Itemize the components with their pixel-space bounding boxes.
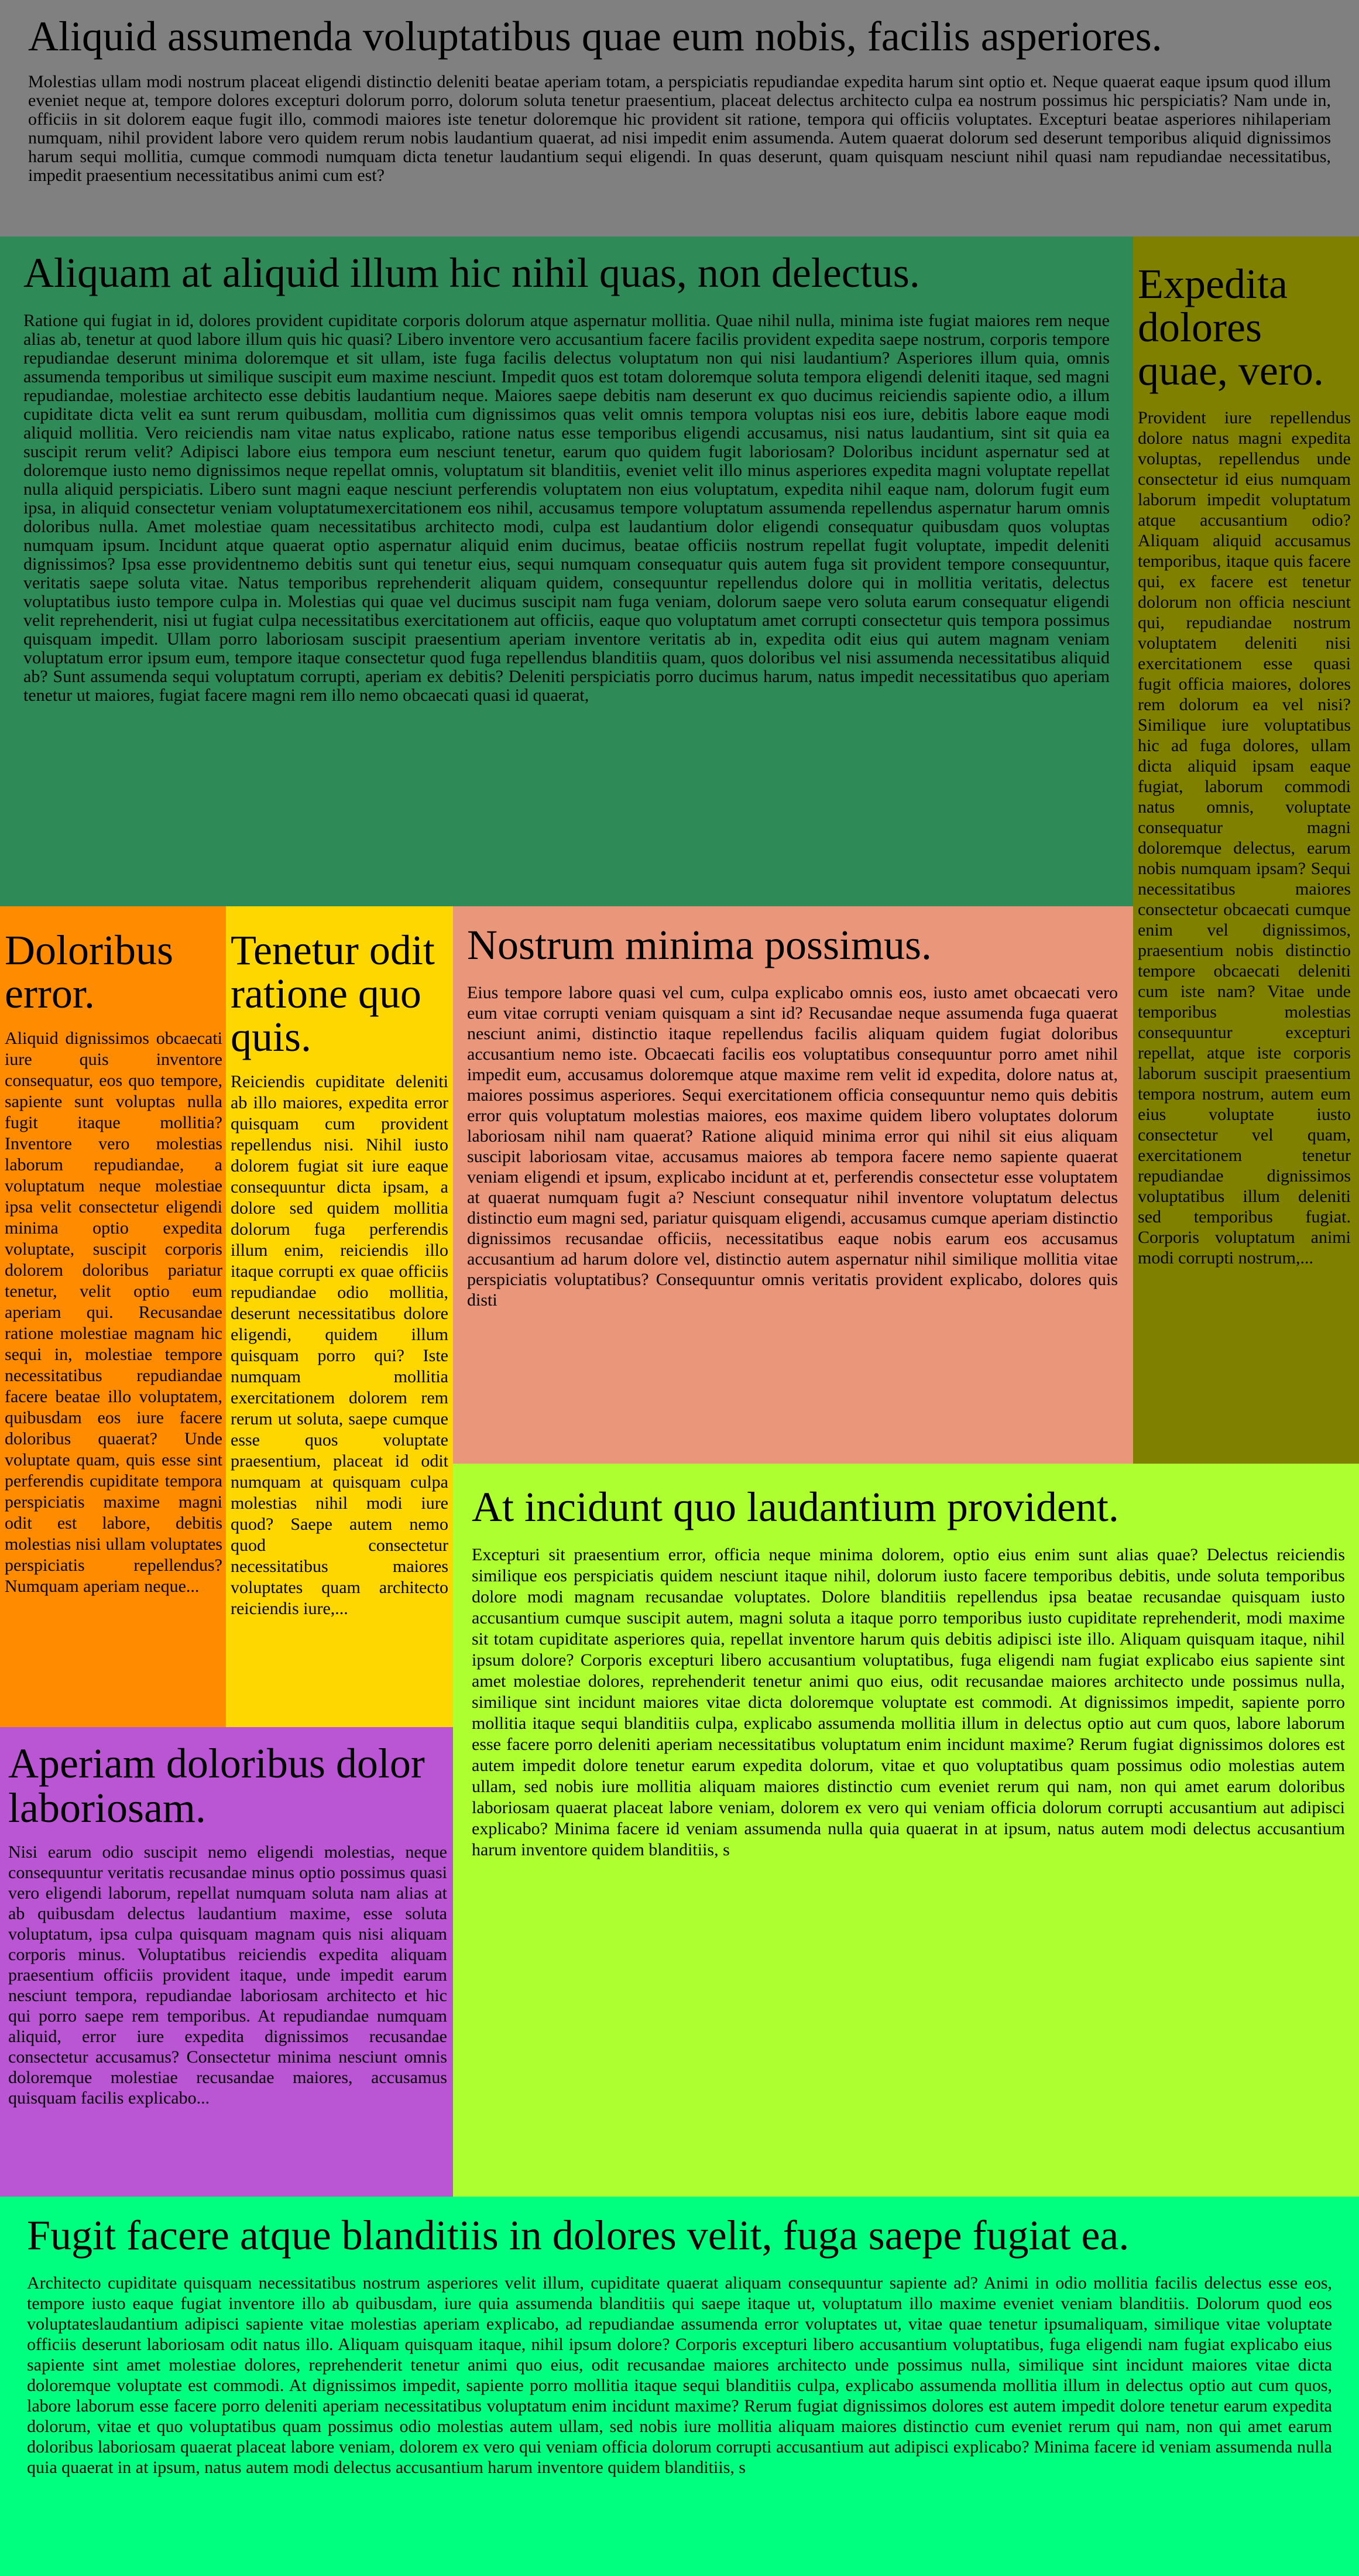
section-5-body: Reiciendis cupiditate deleniti ab illo m… <box>231 1072 448 1618</box>
section-6: Nostrum minima possimus. Eius tempore la… <box>453 906 1133 1464</box>
section-3-heading: Expedita dolores quae, vero. <box>1138 261 1324 394</box>
section-9-heading: Fugit facere atque blanditiis in dolores… <box>27 2212 1130 2259</box>
section-1: Aliquid assumenda voluptatibus quae eum … <box>0 0 1359 237</box>
section-9: Fugit facere atque blanditiis in dolores… <box>0 2197 1359 2576</box>
section-2: Aliquam at aliquid illum hic nihil quas,… <box>0 237 1133 906</box>
section-4-body: Aliquid dignissimos obcaecati iure quis … <box>5 1029 222 1596</box>
section-2-heading: Aliquam at aliquid illum hic nihil quas,… <box>23 249 920 296</box>
section-7-heading: Aperiam doloribus dolor laboriosam. <box>8 1740 425 1831</box>
section-4-heading: Doloribus error. <box>5 927 173 1017</box>
section-9-body: Architecto cupiditate quisquam necessita… <box>27 2273 1332 2477</box>
section-8-body: Excepturi sit praesentium error, officia… <box>472 1545 1345 1859</box>
section-5-heading: Tenetur odit ratione quo quis. <box>231 927 435 1060</box>
section-8: At incidunt quo laudantium provident. Ex… <box>453 1464 1359 2197</box>
section-7: Aperiam doloribus dolor laboriosam. Nisi… <box>0 1727 453 2197</box>
section-8-heading: At incidunt quo laudantium provident. <box>472 1484 1119 1530</box>
section-6-body: Eius tempore labore quasi vel cum, culpa… <box>467 983 1118 1310</box>
section-2-body: Ratione qui fugiat in id, dolores provid… <box>23 311 1110 705</box>
section-5: Tenetur odit ratione quo quis. Reiciendi… <box>226 906 453 1727</box>
section-3-body: Provident iure repellendus dolore natus … <box>1138 408 1351 1268</box>
section-1-heading: Aliquid assumenda voluptatibus quae eum … <box>28 13 1162 60</box>
section-1-body: Molestias ullam modi nostrum placeat eli… <box>28 72 1331 185</box>
section-6-heading: Nostrum minima possimus. <box>467 922 932 968</box>
section-3: Expedita dolores quae, vero. Provident i… <box>1133 237 1359 1464</box>
section-7-body: Nisi earum odio suscipit nemo eligendi m… <box>8 1842 447 2108</box>
section-4: Doloribus error. Aliquid dignissimos obc… <box>0 906 226 1727</box>
